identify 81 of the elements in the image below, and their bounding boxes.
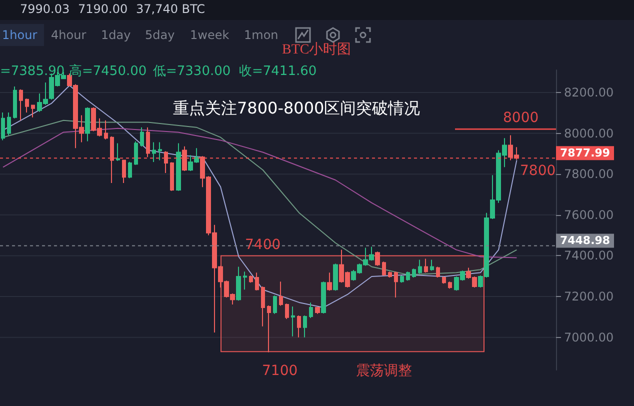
annotation: 收=7411.60	[239, 64, 317, 79]
text: 1week	[190, 28, 230, 42]
y-tick-label: 8000.00	[564, 126, 614, 140]
candlestick	[430, 259, 434, 272]
candlestick	[104, 120, 108, 140]
candlestick	[164, 150, 168, 174]
annotation: 7800	[520, 163, 556, 179]
text: 37,740 BTC	[136, 2, 206, 16]
candlestick	[273, 295, 277, 314]
candlestick	[134, 140, 138, 166]
candlestick	[297, 315, 301, 338]
candlestick	[243, 271, 247, 290]
ref-line-label: 7448.98	[560, 234, 610, 248]
annotation: 高=7450.00	[69, 63, 147, 79]
annotation: 震荡调整	[356, 363, 412, 379]
text: 重点关注7800-8000区间突破情况	[173, 98, 420, 118]
candlestick	[267, 305, 271, 353]
candlestick	[327, 272, 332, 292]
candlestick	[182, 146, 187, 172]
text: 1hour	[2, 28, 38, 42]
candlestick	[236, 266, 241, 302]
text: 1mon	[244, 28, 278, 42]
candlestick	[140, 126, 144, 148]
annotation: 低=7330.00	[153, 64, 231, 79]
candlestick	[158, 142, 162, 161]
chart-title: BTC小时图	[282, 42, 352, 58]
candlestick	[31, 104, 35, 118]
candlestick	[406, 271, 410, 282]
y-tick-label: 7200.00	[564, 290, 614, 304]
candlestick	[255, 272, 259, 291]
annotation: 8000	[503, 110, 539, 126]
candlestick	[412, 268, 416, 278]
candlestick	[7, 112, 11, 136]
candlestick	[382, 261, 386, 276]
candlestick	[13, 86, 17, 119]
annotation: 7400	[245, 237, 281, 253]
candlestick	[128, 161, 132, 179]
candlestick	[85, 106, 90, 142]
candlestick	[152, 142, 156, 163]
y-tick-label: 8200.00	[564, 85, 614, 100]
candlestick	[122, 159, 126, 184]
candlestick	[303, 315, 307, 338]
text: 7190.00	[78, 2, 128, 16]
candlestick	[442, 276, 446, 284]
annotation: 7100	[262, 363, 298, 379]
y-tick-label: 7000.00	[564, 330, 614, 344]
candlestick	[1, 112, 5, 141]
y-tick-label: 7600.00	[564, 208, 614, 222]
candlestick	[394, 271, 398, 298]
annotation: =7385.90	[0, 64, 65, 79]
candlestick	[309, 302, 313, 318]
candlestick	[375, 251, 380, 266]
candlestick	[146, 126, 150, 158]
candlestick	[315, 306, 320, 314]
candlestick	[116, 142, 120, 162]
line-series	[2, 128, 518, 258]
text: 5day	[145, 28, 175, 42]
candlestick	[321, 281, 326, 314]
candlestick	[424, 258, 428, 274]
candlestick	[176, 142, 181, 192]
text: 1day	[101, 28, 131, 42]
candlestick	[418, 259, 422, 274]
candlestick	[448, 281, 452, 290]
ref-line-label: 7877.99	[560, 146, 610, 160]
y-tick-label: 7800.00	[564, 167, 614, 182]
candlestick	[279, 281, 283, 306]
candlestick	[333, 263, 338, 292]
candlestick	[400, 275, 404, 284]
candlestick	[285, 303, 289, 320]
candlestick	[291, 306, 295, 337]
candlestick	[110, 136, 114, 184]
candlestick	[388, 271, 392, 278]
y-tick-label: 7400.00	[564, 248, 614, 263]
candlestick	[19, 88, 23, 121]
candlestick	[170, 162, 174, 192]
candlestick	[25, 98, 29, 113]
candlestick	[261, 286, 265, 327]
candlestick	[436, 266, 440, 278]
text: 7990.03	[20, 2, 70, 16]
text: 4hour	[51, 28, 86, 42]
candlestick	[249, 275, 253, 284]
